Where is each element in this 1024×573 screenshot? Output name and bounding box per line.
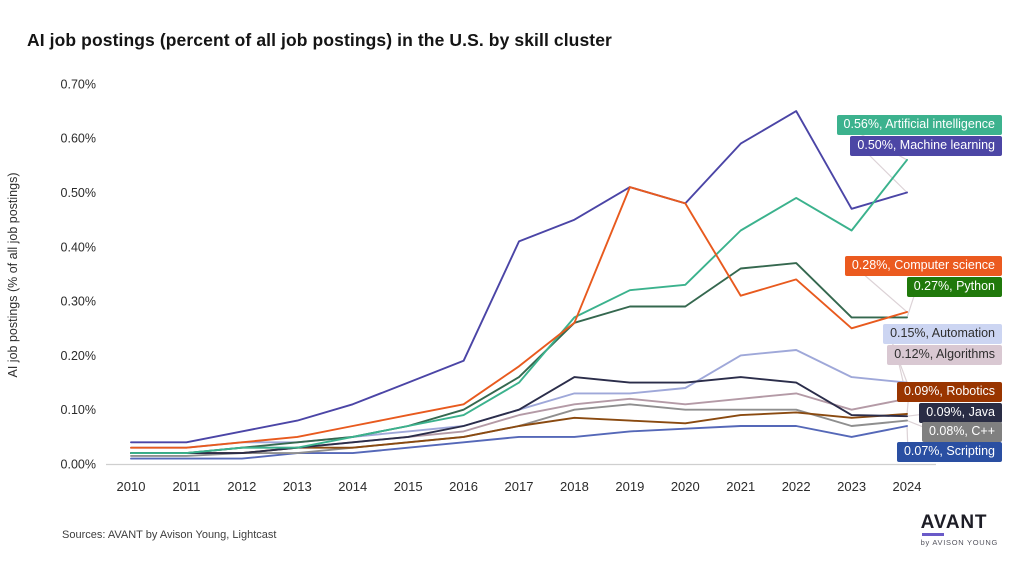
y-tick-label: 0.20% [61, 349, 96, 363]
y-tick-label: 0.40% [61, 240, 96, 254]
x-tick-label: 2015 [394, 479, 423, 494]
x-tick-label: 2014 [338, 479, 367, 494]
series-label-computer-science: 0.28%, Computer science [844, 256, 1002, 276]
y-tick-label: 0.00% [61, 458, 96, 472]
x-tick-label: 2011 [172, 479, 200, 494]
avant-logo: AVANT by AVISON YOUNG [921, 513, 998, 547]
x-tick-label: 2021 [726, 479, 755, 494]
series-label-python: 0.27%, Python [906, 277, 1002, 297]
series-label-c: 0.08%, C++ [921, 422, 1002, 442]
x-tick-label: 2020 [671, 479, 700, 494]
series-line-computer-science [130, 186, 908, 449]
y-tick-label: 0.50% [61, 186, 96, 200]
x-tick-label: 2022 [782, 479, 811, 494]
avant-logo-subtext: by AVISON YOUNG [920, 538, 998, 547]
x-tick-label: 2012 [227, 479, 256, 494]
series-line-python [130, 262, 908, 455]
series-line-automation [130, 349, 908, 449]
x-tick-label: 2023 [837, 479, 866, 494]
series-line-machine-learning [130, 110, 908, 444]
x-tick-label: 2010 [117, 479, 146, 494]
chart-title: AI job postings (percent of all job post… [27, 30, 612, 50]
series-label-algorithms: 0.12%, Algorithms [887, 345, 1002, 365]
sources-note: Sources: AVANT by Avison Young, Lightcas… [62, 529, 277, 541]
x-tick-label: 2017 [505, 479, 534, 494]
avant-logo-accent-bar [921, 533, 944, 536]
y-tick-label: 0.10% [61, 403, 96, 417]
y-tick-label: 0.30% [61, 295, 96, 309]
x-tick-label: 2013 [283, 479, 312, 494]
y-tick-label: 0.70% [61, 77, 96, 91]
avant-logo-wordmark: AVANT [920, 512, 988, 533]
x-tick-label: 2024 [893, 479, 922, 494]
x-tick-label: 2016 [449, 479, 478, 494]
y-tick-label: 0.60% [61, 132, 96, 146]
series-line-scripting [130, 425, 908, 460]
series-label-robotics: 0.09%, Robotics [896, 382, 1002, 402]
series-line-algorithms [130, 392, 908, 455]
x-tick-label: 2019 [615, 479, 644, 494]
series-label-artificial-intelligence: 0.56%, Artificial intelligence [836, 115, 1002, 135]
x-tick-label: 2018 [560, 479, 589, 494]
series-label-scripting: 0.07%, Scripting [896, 442, 1002, 462]
series-label-automation: 0.15%, Automation [883, 324, 1002, 344]
series-line-java [130, 376, 908, 455]
series-line-artificial-intelligence [130, 158, 908, 455]
series-label-java: 0.09%, Java [919, 403, 1002, 423]
series-label-machine-learning: 0.50%, Machine learning [850, 136, 1002, 156]
